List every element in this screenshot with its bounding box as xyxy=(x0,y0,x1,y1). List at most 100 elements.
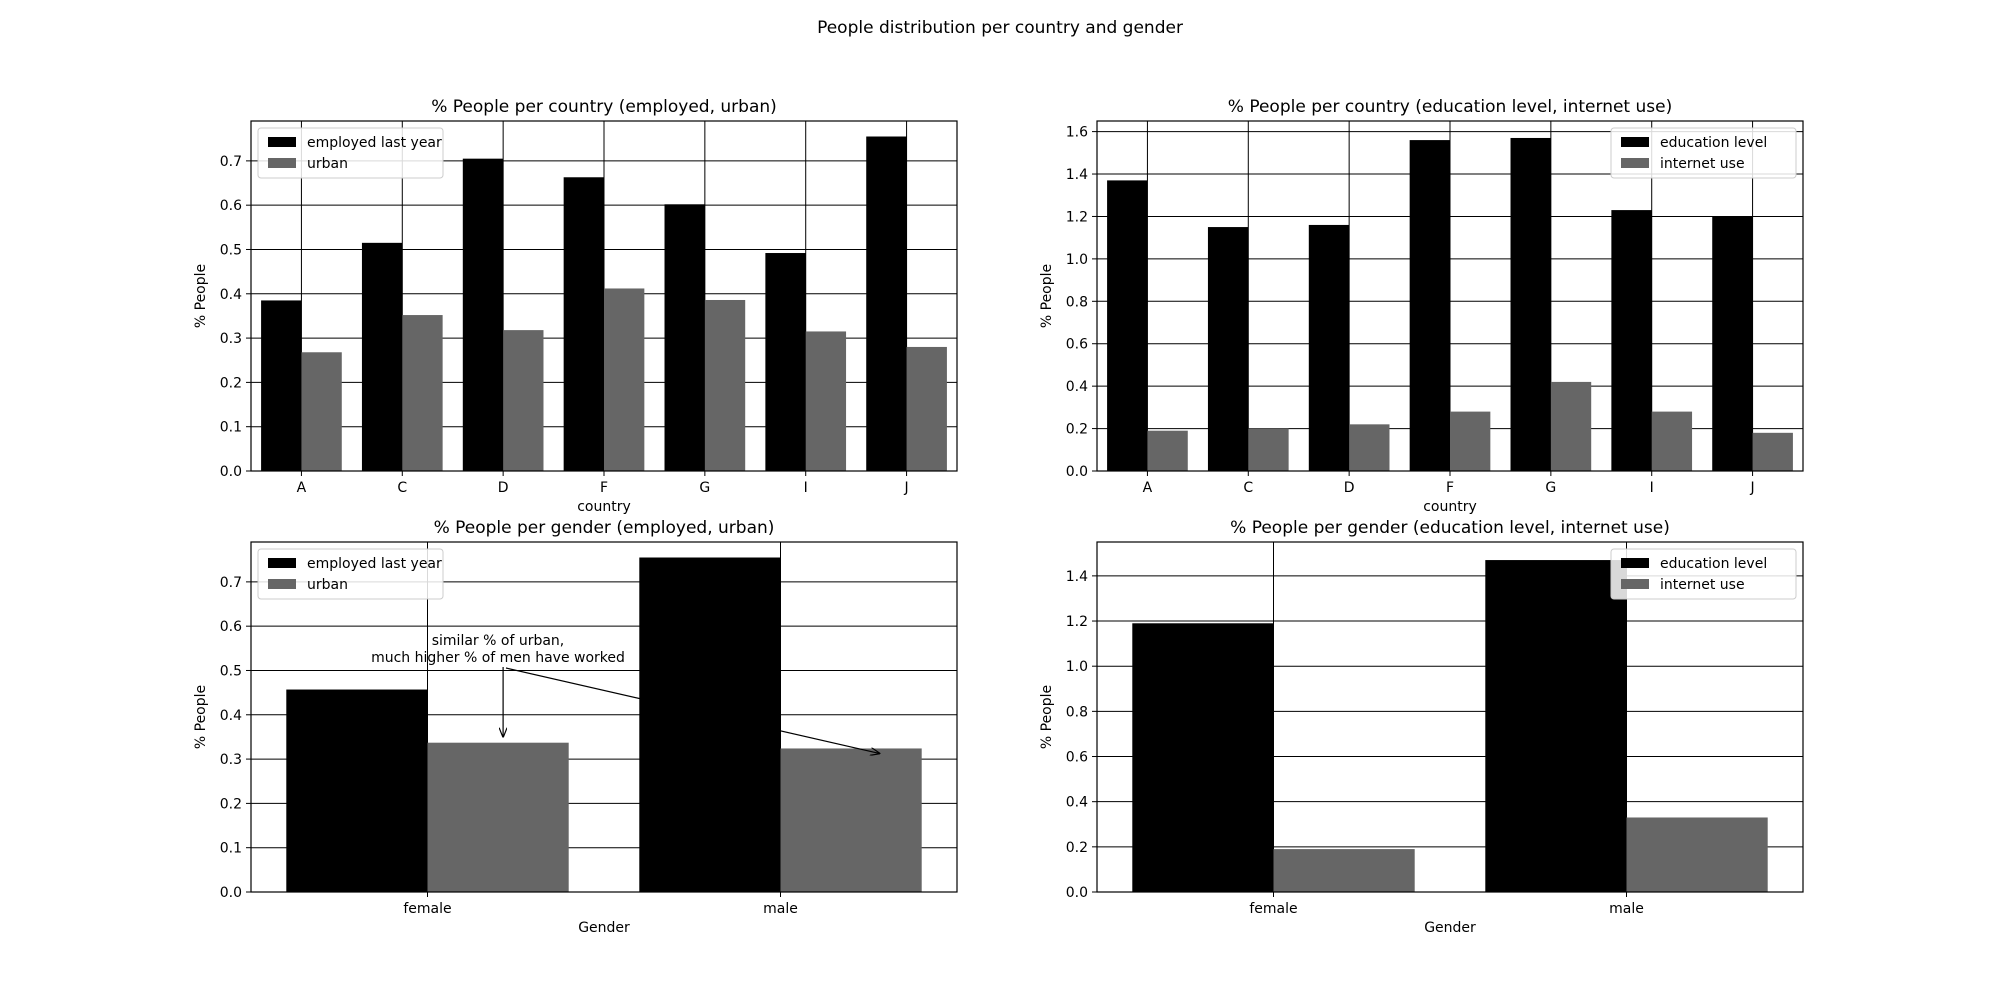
y-tick-label: 0.0 xyxy=(1066,464,1088,480)
legend-label: urban xyxy=(307,577,348,593)
bar-series-2 xyxy=(604,288,645,471)
bar-series-2 xyxy=(1550,381,1592,471)
y-tick-label: 0.7 xyxy=(220,575,242,591)
y-tick-label: 0.6 xyxy=(1066,750,1088,766)
x-tick-label: D xyxy=(1344,480,1355,496)
bar-series-1 xyxy=(1132,623,1274,892)
y-tick-label: 0.0 xyxy=(1066,885,1088,901)
plot-frame xyxy=(1096,541,1804,893)
chart-title: % People per gender (employed, urban) xyxy=(434,518,775,538)
bar-series-1 xyxy=(1712,216,1753,471)
y-tick-label: 0.5 xyxy=(220,663,242,679)
y-tick-label: 0.2 xyxy=(220,796,242,812)
bar-series-2 xyxy=(503,330,544,471)
legend: education level internet use xyxy=(1610,548,1797,600)
bar-series-2 xyxy=(1450,411,1491,471)
legend-swatch xyxy=(1621,158,1649,168)
legend-swatch xyxy=(268,137,296,147)
bar-series-2 xyxy=(805,331,847,471)
y-tick-label: 0.3 xyxy=(220,752,242,768)
bar-series-2 xyxy=(780,748,922,892)
bar-series-1 xyxy=(639,557,781,892)
legend-label: education level xyxy=(1660,556,1767,572)
legend-box xyxy=(257,127,444,179)
y-tick-label: 0.0 xyxy=(220,464,242,480)
chart-panel-3: 0.0 0.1 0.2 0.3 0.4 0.5 0.6 0.7 female male % Peop… xyxy=(193,518,958,936)
y-axis-label: % People xyxy=(1039,264,1055,328)
y-tick-label: 0.4 xyxy=(1066,379,1088,395)
y-tick-label: 0.1 xyxy=(220,841,242,857)
legend-swatch xyxy=(268,158,296,168)
legend-label: education level xyxy=(1660,135,1767,151)
x-tick-label: J xyxy=(1750,480,1755,496)
y-tick-label: 0.2 xyxy=(1066,422,1088,438)
bar-series-2 xyxy=(427,742,569,892)
bar-series-2 xyxy=(301,352,342,471)
bar-series-1 xyxy=(664,204,705,471)
bar-series-1 xyxy=(261,300,302,471)
legend-label: employed last year xyxy=(307,556,442,572)
bar-series-1 xyxy=(1510,137,1551,471)
annotation-line: similar % of urban, xyxy=(432,633,565,649)
y-tick-label: 1.2 xyxy=(1066,209,1088,225)
y-tick-label: 1.0 xyxy=(1066,252,1088,268)
x-tick-label: J xyxy=(904,480,909,496)
y-tick-label: 0.6 xyxy=(1066,337,1088,353)
y-tick-label: 0.4 xyxy=(220,708,242,724)
legend-label: internet use xyxy=(1660,577,1745,593)
y-tick-label: 0.4 xyxy=(1066,795,1088,811)
legend: employed last year urban xyxy=(257,127,444,179)
bar-series-2 xyxy=(402,315,443,471)
bar-series-2 xyxy=(1651,411,1693,471)
annotation-arrow xyxy=(505,667,879,753)
y-tick-label: 0.6 xyxy=(220,619,242,635)
chart-panel-4: 0.0 0.2 0.4 0.6 0.8 1.0 1.2 1.4 female male % Peop… xyxy=(1039,518,1804,936)
x-tick-label: F xyxy=(600,480,608,496)
chart-title: % People per country (employed, urban) xyxy=(431,97,777,117)
y-tick-label: 1.0 xyxy=(1066,659,1088,675)
x-axis-label: Gender xyxy=(1424,920,1476,936)
x-tick-label: C xyxy=(1243,480,1253,496)
legend-box xyxy=(1610,127,1797,179)
y-tick-label: 1.4 xyxy=(1066,167,1088,183)
bar-series-1 xyxy=(866,136,907,471)
y-tick-label: 0.5 xyxy=(220,242,242,258)
x-tick-label: male xyxy=(763,901,798,917)
y-tick-label: 0.4 xyxy=(220,287,242,303)
bar-series-2 xyxy=(1626,817,1768,892)
annotation: similar % of urban,much higher % of men … xyxy=(371,633,879,753)
bar-series-1 xyxy=(563,177,604,472)
x-tick-label: A xyxy=(297,480,307,496)
bar-series-2 xyxy=(1273,849,1415,892)
x-tick-label: female xyxy=(403,901,451,917)
legend-swatch xyxy=(1621,579,1649,589)
legend-box xyxy=(257,548,444,600)
bar-series-1 xyxy=(462,158,504,471)
chart-title: % People per country (education level, i… xyxy=(1228,97,1672,117)
y-tick-label: 0.7 xyxy=(220,154,242,170)
x-tick-label: D xyxy=(498,480,509,496)
bar-series-1 xyxy=(1409,140,1450,471)
x-tick-label: A xyxy=(1143,480,1153,496)
y-axis-label: % People xyxy=(193,685,209,749)
y-tick-label: 0.2 xyxy=(220,375,242,391)
bar-series-1 xyxy=(1485,560,1627,892)
plot-frame xyxy=(250,541,958,893)
figure-suptitle: People distribution per country and gend… xyxy=(817,18,1183,38)
bar-series-2 xyxy=(1248,428,1289,471)
legend: education level internet use xyxy=(1610,127,1797,179)
chart-panel-1: 0.0 0.1 0.2 0.3 0.4 0.5 0.6 0.7 A C D F G I J % People … xyxy=(193,97,958,515)
x-tick-label: G xyxy=(699,480,710,496)
legend-box xyxy=(1610,548,1797,600)
bar-series-1 xyxy=(361,242,403,471)
chart-panel-2: 0.0 0.2 0.4 0.6 0.8 1.0 1.2 1.4 1.6 A C D F G I J % Peop… xyxy=(1039,97,1804,515)
bar-series-2 xyxy=(1147,430,1188,471)
bar-series-1 xyxy=(1207,227,1249,471)
x-tick-label: male xyxy=(1609,901,1644,917)
legend-swatch xyxy=(1621,137,1649,147)
chart-title: % People per gender (education level, in… xyxy=(1230,518,1670,538)
x-tick-label: C xyxy=(397,480,407,496)
y-tick-label: 0.3 xyxy=(220,331,242,347)
x-tick-label: I xyxy=(1650,480,1654,496)
